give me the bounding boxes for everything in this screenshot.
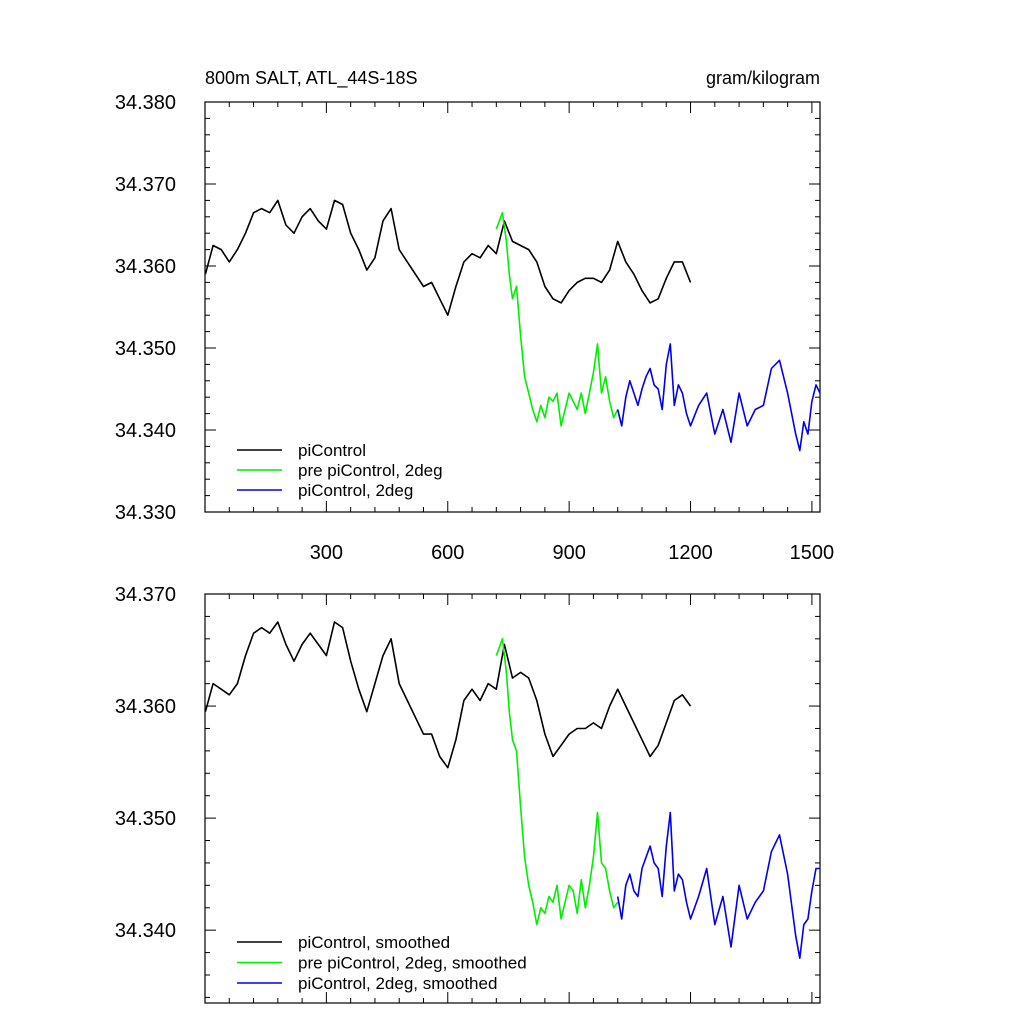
series-line-1 <box>204 199 692 316</box>
legend-label: pre piControl, 2deg, smoothed <box>298 954 527 973</box>
x-tick-label: 900 <box>552 542 585 564</box>
plot-frame <box>204 593 821 1004</box>
y-tick-label: 34.330 <box>115 502 176 524</box>
chart-units: gram/kilogram <box>706 68 820 88</box>
x-tick-label: 600 <box>431 542 464 564</box>
bottom-plot-panel: 34.340 34.350 34.360 34.370 piControl, smoot… <box>115 584 821 1004</box>
x-tick-label: 1200 <box>668 542 713 564</box>
y-tick-label: 34.350 <box>115 808 176 830</box>
y-tick-label: 34.360 <box>115 256 176 278</box>
x-tick-label: 300 <box>310 542 343 564</box>
series-line-2 <box>495 638 619 926</box>
x-tick-label: 1500 <box>790 542 835 564</box>
series-line-2 <box>495 211 619 427</box>
y-tick-label: 34.340 <box>115 920 176 942</box>
y-tick-label: 34.380 <box>115 92 176 114</box>
legend-label: piControl, 2deg, smoothed <box>298 974 497 993</box>
y-tick-label: 34.340 <box>115 420 176 442</box>
legend-label: piControl, smoothed <box>298 933 450 952</box>
series-line-3 <box>616 811 820 959</box>
series-line-3 <box>616 343 821 452</box>
plot-frame <box>204 101 821 513</box>
y-tick-label: 34.360 <box>115 696 176 718</box>
y-tick-label: 34.370 <box>115 584 176 606</box>
series-line-1 <box>204 621 692 769</box>
y-tick-label: 34.370 <box>115 174 176 196</box>
legend-label: piControl, 2deg <box>298 481 413 500</box>
y-tick-label: 34.350 <box>115 338 176 360</box>
legend-label: piControl <box>298 441 366 460</box>
top-plot-panel: 34.330 34.340 34.350 34.360 34.370 34.380 300 6… <box>115 92 834 564</box>
legend-label: pre piControl, 2deg <box>298 461 443 480</box>
chart-title: 800m SALT, ATL_44S-18S <box>205 68 417 89</box>
